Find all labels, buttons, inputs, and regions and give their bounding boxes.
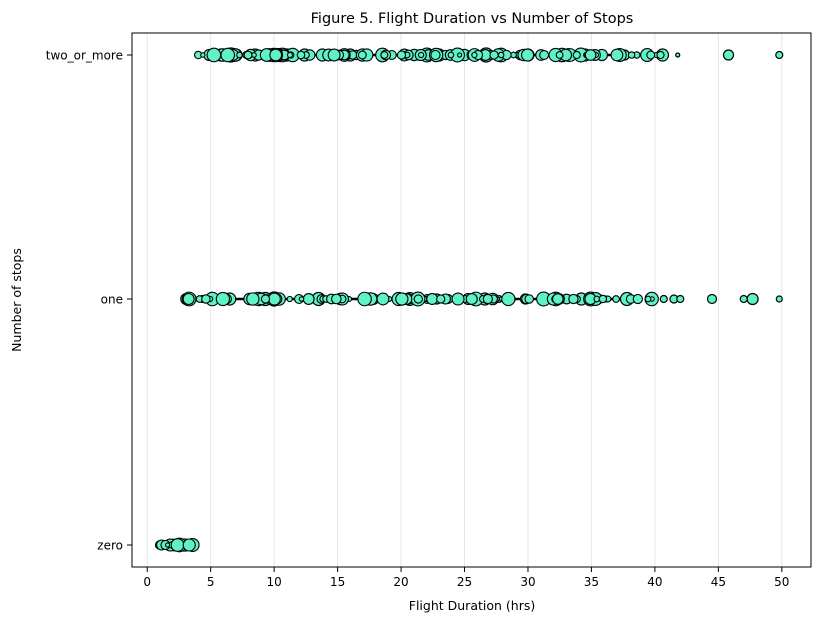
data-point <box>775 295 783 303</box>
data-point <box>775 50 784 60</box>
data-point <box>632 293 643 305</box>
data-point <box>357 291 372 307</box>
x-tick-label: 35 <box>584 575 599 589</box>
data-point <box>451 292 465 306</box>
y-axis-label: Number of stops <box>9 248 24 352</box>
data-point <box>220 47 236 63</box>
data-point <box>572 50 581 60</box>
data-point <box>331 293 342 305</box>
data-point <box>644 295 652 303</box>
data-point <box>396 50 407 60</box>
data-point <box>246 292 260 306</box>
data-point <box>164 542 171 548</box>
x-tick-label: 25 <box>457 575 472 589</box>
data-point <box>206 47 222 63</box>
data-point <box>267 292 281 306</box>
data-point <box>286 51 294 59</box>
data-point <box>676 294 685 304</box>
data-point <box>539 50 550 60</box>
x-tick-label: 10 <box>267 575 282 589</box>
data-point <box>417 51 425 59</box>
data-point <box>376 292 390 306</box>
data-point <box>675 52 681 58</box>
x-tick-label: 30 <box>520 575 535 589</box>
data-point <box>706 293 718 305</box>
y-tick-label: two_or_more <box>46 49 123 63</box>
x-tick-label: 5 <box>207 575 215 589</box>
data-point <box>327 48 341 62</box>
x-axis-label: Flight Duration (hrs) <box>409 598 535 613</box>
data-point <box>465 292 478 306</box>
data-point <box>627 51 636 59</box>
plot-frame <box>131 32 812 568</box>
x-tick-label: 0 <box>143 575 151 589</box>
data-point <box>555 51 564 59</box>
data-points <box>154 47 784 553</box>
y-tick-label: one <box>101 293 123 307</box>
data-point <box>430 49 441 61</box>
data-point <box>182 538 196 552</box>
data-point <box>298 296 305 302</box>
data-point <box>380 51 389 59</box>
data-point <box>489 50 499 60</box>
data-point <box>612 295 620 303</box>
data-point <box>610 48 624 62</box>
data-point <box>746 292 759 306</box>
data-point <box>260 294 271 304</box>
data-point <box>182 292 195 306</box>
data-point <box>584 49 597 61</box>
data-point <box>170 538 185 552</box>
data-point <box>395 292 409 306</box>
data-point <box>656 50 665 60</box>
data-point <box>215 291 231 307</box>
data-point <box>722 49 735 61</box>
data-point <box>357 50 367 60</box>
data-point <box>524 294 534 304</box>
data-point <box>447 51 455 59</box>
data-point <box>521 48 535 62</box>
data-point <box>296 50 306 60</box>
x-tick-label: 20 <box>393 575 408 589</box>
x-tick-label: 45 <box>711 575 726 589</box>
data-point <box>269 48 283 62</box>
data-point <box>456 52 463 58</box>
data-point <box>243 50 253 60</box>
data-point <box>302 293 315 305</box>
data-point <box>551 293 564 305</box>
x-tick-label: 40 <box>647 575 662 589</box>
data-point <box>497 51 505 59</box>
data-point <box>482 293 493 305</box>
data-point <box>413 294 423 304</box>
data-point <box>659 294 668 304</box>
data-point <box>501 291 516 307</box>
data-point <box>646 50 656 60</box>
x-axis: 0 5 10 15 20 25 30 35 40 45 50 <box>143 567 789 589</box>
data-point <box>236 51 243 59</box>
data-point <box>286 295 293 303</box>
data-point <box>201 294 211 304</box>
data-point <box>568 293 579 305</box>
data-point <box>598 294 608 304</box>
data-point <box>426 293 439 305</box>
data-point <box>739 294 748 304</box>
data-point <box>200 52 206 58</box>
data-point <box>436 294 446 304</box>
y-tick-label: zero <box>97 539 123 553</box>
x-tick-label: 15 <box>330 575 345 589</box>
chart-title: Figure 5. Flight Duration vs Number of S… <box>311 11 634 27</box>
x-tick-label: 50 <box>774 575 789 589</box>
data-point <box>471 51 478 59</box>
